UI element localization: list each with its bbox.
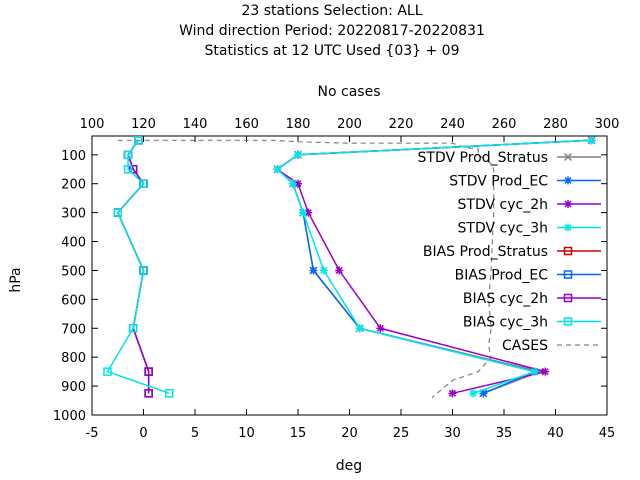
data-point <box>541 367 550 376</box>
series-layer <box>103 136 596 399</box>
legend-label: BIAS cyc_3h <box>463 315 548 331</box>
data-point <box>165 389 174 398</box>
legend-label: CASES <box>502 338 548 354</box>
data-point <box>123 150 133 160</box>
x2-tick-label: 280 <box>543 117 568 132</box>
legend-label: STDV Prod_Stratus <box>418 150 548 166</box>
y-tick-label: 500 <box>61 264 86 279</box>
x-tick-label: 30 <box>444 426 461 441</box>
legend-marker <box>563 246 573 256</box>
x-tick-label: 15 <box>290 426 307 441</box>
data-point <box>294 150 302 159</box>
legend-marker <box>563 270 573 279</box>
x-tick-label: 35 <box>496 426 513 441</box>
legend-marker <box>563 152 573 162</box>
data-point <box>587 136 596 145</box>
x2-tick-label: 220 <box>389 117 414 132</box>
legend-marker <box>564 200 572 208</box>
data-point <box>144 389 153 398</box>
series-line <box>106 139 170 395</box>
x2-tick-label: 260 <box>492 117 517 132</box>
series-3 <box>273 136 596 398</box>
legend: STDV Prod_Stratus STDV Prod_EC STDV cyc_2h… <box>418 150 601 354</box>
data-point <box>376 324 385 333</box>
x-tick-label: 20 <box>341 426 358 441</box>
x2-tick-label: 120 <box>131 117 156 132</box>
data-point <box>134 136 143 145</box>
x-tick-label: 25 <box>393 426 410 441</box>
x2-tick-label: 160 <box>234 117 259 132</box>
x-tick-label: 10 <box>238 426 255 441</box>
legend-marker <box>563 317 573 326</box>
y-axis-label: hPa <box>8 267 24 292</box>
legend-marker <box>564 223 572 232</box>
title-line-1: 23 stations Selection: ALL <box>241 3 422 19</box>
x2-tick-label: 180 <box>286 117 311 132</box>
y-tick-label: 400 <box>61 236 86 251</box>
y-tick-label: 1000 <box>53 409 86 424</box>
chart-title: 23 stations Selection: ALL Wind directio… <box>179 3 485 59</box>
title-line-3: Statistics at 12 UTC Used {03} + 09 <box>204 43 459 59</box>
x2-tick-label: 140 <box>183 117 208 132</box>
y-tick-label: 200 <box>61 178 86 193</box>
data-point <box>319 266 328 275</box>
y-tick-label: 600 <box>61 293 86 308</box>
axis-ticks: -5 0 5 10 15 20 25 30 35 40 45 100 120 140 160 180 200 22… <box>53 117 620 441</box>
data-point <box>288 179 297 188</box>
data-point <box>448 389 457 398</box>
data-point <box>103 367 112 376</box>
data-point <box>299 208 308 217</box>
data-point <box>139 179 148 188</box>
data-point <box>128 324 138 333</box>
data-point <box>294 179 302 188</box>
data-point <box>304 208 313 217</box>
title-line-2: Wind direction Period: 20220817-20220831 <box>179 23 485 39</box>
y-tick-label: 300 <box>61 207 86 222</box>
legend-label: BIAS Prod_EC <box>455 268 549 284</box>
x-tick-label: 0 <box>139 426 147 441</box>
legend-label: BIAS Prod_Stratus <box>423 244 548 260</box>
data-point <box>144 367 153 376</box>
y-tick-label: 900 <box>61 380 86 395</box>
y-tick-label: 800 <box>61 351 86 366</box>
x2-tick-label: 240 <box>440 117 465 132</box>
x-tick-label: 45 <box>599 426 616 441</box>
legend-label: STDV Prod_EC <box>449 174 548 190</box>
data-point <box>469 389 478 398</box>
legend-label: STDV cyc_2h <box>458 197 548 213</box>
data-point <box>128 164 138 174</box>
x2-tick-label: 100 <box>80 117 105 132</box>
series-7 <box>103 136 174 398</box>
x-tick-label: -5 <box>86 426 99 441</box>
x-axis-label: deg <box>336 458 362 474</box>
series-8 <box>117 139 495 399</box>
series-line <box>117 139 495 399</box>
data-point <box>273 165 282 174</box>
legend-marker <box>563 293 573 303</box>
data-point <box>309 266 318 275</box>
legend-label: STDV cyc_3h <box>458 221 548 237</box>
y-tick-label: 700 <box>61 322 86 337</box>
legend-label: BIAS cyc_2h <box>463 291 548 307</box>
x-tick-label: 40 <box>547 426 564 441</box>
x-tick-label: 5 <box>191 426 199 441</box>
data-point <box>479 389 488 398</box>
x2-tick-label: 300 <box>595 117 620 132</box>
x2-tick-label: 200 <box>337 117 362 132</box>
legend-marker <box>564 176 572 185</box>
data-point <box>139 266 148 275</box>
data-point <box>335 266 344 275</box>
data-point <box>113 208 122 217</box>
data-point <box>355 324 364 333</box>
data-point <box>530 367 539 376</box>
data-point <box>123 164 133 174</box>
y-tick-label: 100 <box>61 149 86 164</box>
x2-axis-label: No cases <box>318 84 381 100</box>
